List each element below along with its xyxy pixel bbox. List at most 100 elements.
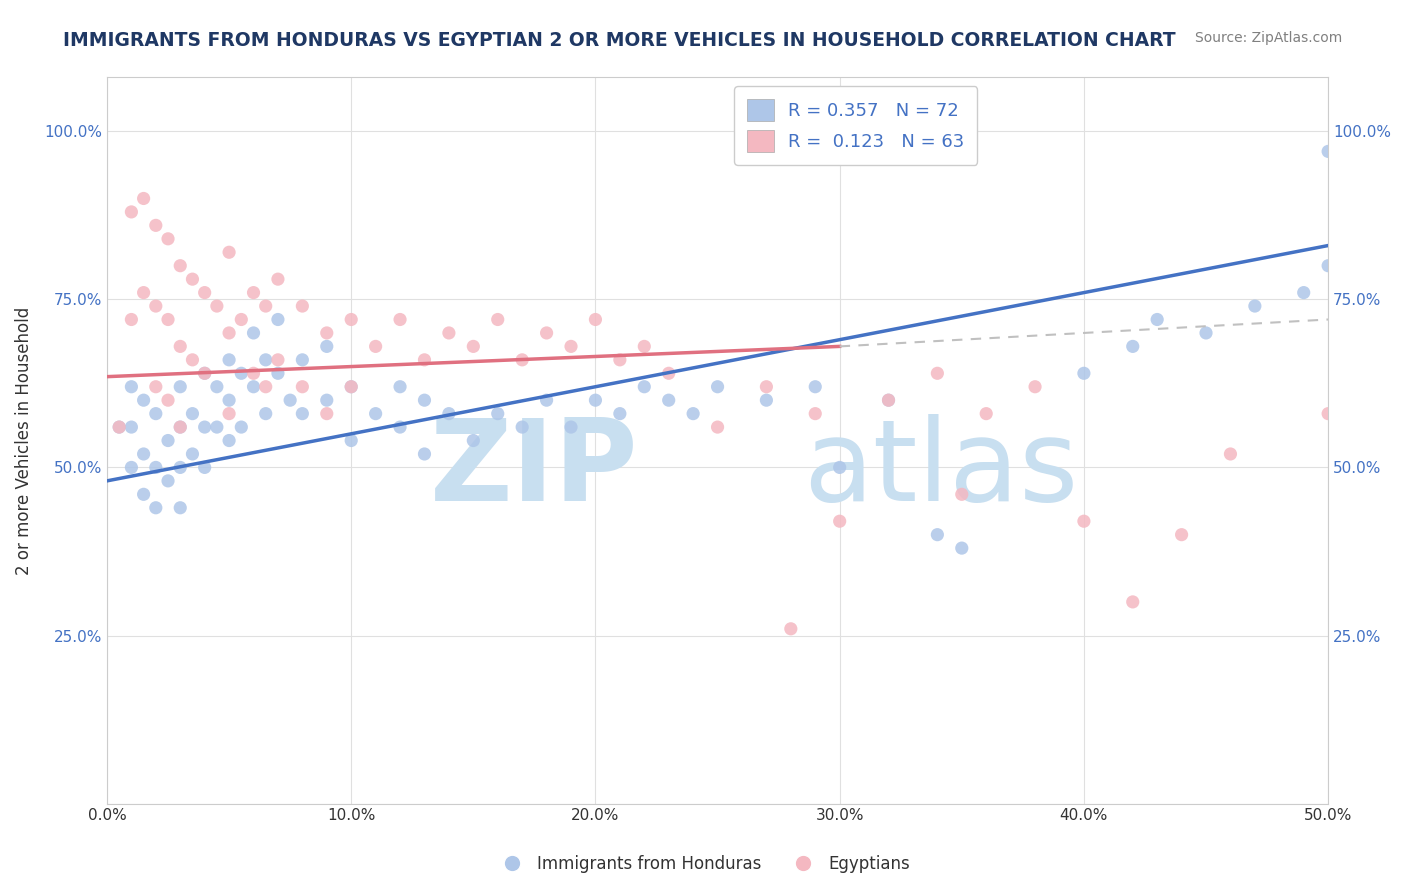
- Point: [828, 460, 851, 475]
- Point: [609, 407, 631, 421]
- Point: [755, 393, 778, 408]
- Point: [633, 339, 655, 353]
- Point: [169, 420, 191, 434]
- Point: [194, 366, 217, 380]
- Point: [231, 312, 253, 326]
- Point: [157, 474, 180, 488]
- Point: [1024, 380, 1046, 394]
- Point: [927, 527, 949, 541]
- Point: [267, 352, 290, 367]
- Point: [340, 380, 363, 394]
- Point: [413, 352, 436, 367]
- Point: [1317, 259, 1340, 273]
- Point: [1122, 339, 1144, 353]
- Point: [242, 366, 264, 380]
- Point: [132, 447, 155, 461]
- Point: [877, 393, 900, 408]
- Point: [169, 420, 191, 434]
- Point: [1073, 514, 1095, 528]
- Point: [755, 380, 778, 394]
- Point: [132, 191, 155, 205]
- Point: [950, 487, 973, 501]
- Point: [291, 299, 314, 313]
- Point: [218, 245, 240, 260]
- Point: [120, 420, 142, 434]
- Text: Source: ZipAtlas.com: Source: ZipAtlas.com: [1195, 31, 1343, 45]
- Point: [157, 393, 180, 408]
- Point: [278, 393, 301, 408]
- Point: [181, 352, 204, 367]
- Point: [267, 312, 290, 326]
- Point: [583, 393, 606, 408]
- Y-axis label: 2 or more Vehicles in Household: 2 or more Vehicles in Household: [15, 307, 32, 574]
- Point: [609, 352, 631, 367]
- Point: [1244, 299, 1267, 313]
- Point: [658, 393, 681, 408]
- Point: [1073, 366, 1095, 380]
- Point: [242, 326, 264, 340]
- Point: [194, 420, 217, 434]
- Point: [169, 380, 191, 394]
- Point: [267, 366, 290, 380]
- Point: [194, 366, 217, 380]
- Point: [389, 380, 412, 394]
- Point: [254, 352, 277, 367]
- Text: IMMIGRANTS FROM HONDURAS VS EGYPTIAN 2 OR MORE VEHICLES IN HOUSEHOLD CORRELATION: IMMIGRANTS FROM HONDURAS VS EGYPTIAN 2 O…: [63, 31, 1175, 50]
- Point: [536, 326, 558, 340]
- Point: [463, 434, 485, 448]
- Point: [145, 407, 167, 421]
- Point: [315, 407, 337, 421]
- Point: [157, 434, 180, 448]
- Point: [950, 541, 973, 555]
- Point: [145, 219, 167, 233]
- Point: [218, 434, 240, 448]
- Point: [254, 299, 277, 313]
- Point: [486, 407, 509, 421]
- Point: [132, 393, 155, 408]
- Point: [120, 380, 142, 394]
- Point: [1292, 285, 1315, 300]
- Point: [315, 393, 337, 408]
- Point: [242, 285, 264, 300]
- Point: [828, 514, 851, 528]
- Point: [1317, 145, 1340, 159]
- Point: [169, 259, 191, 273]
- Point: [413, 393, 436, 408]
- Point: [231, 366, 253, 380]
- Point: [267, 272, 290, 286]
- Point: [205, 299, 228, 313]
- Point: [145, 460, 167, 475]
- Point: [583, 312, 606, 326]
- Point: [169, 500, 191, 515]
- Point: [181, 407, 204, 421]
- Point: [132, 487, 155, 501]
- Point: [340, 312, 363, 326]
- Point: [340, 434, 363, 448]
- Point: [218, 352, 240, 367]
- Point: [804, 407, 827, 421]
- Point: [437, 407, 460, 421]
- Point: [779, 622, 801, 636]
- Point: [927, 366, 949, 380]
- Point: [682, 407, 704, 421]
- Point: [108, 420, 131, 434]
- Point: [877, 393, 900, 408]
- Text: ZIP: ZIP: [430, 414, 638, 525]
- Point: [291, 352, 314, 367]
- Point: [315, 326, 337, 340]
- Point: [1195, 326, 1218, 340]
- Point: [254, 380, 277, 394]
- Point: [145, 500, 167, 515]
- Point: [132, 285, 155, 300]
- Point: [510, 352, 533, 367]
- Point: [218, 393, 240, 408]
- Point: [1317, 407, 1340, 421]
- Point: [804, 380, 827, 394]
- Point: [194, 285, 217, 300]
- Point: [231, 420, 253, 434]
- Point: [1122, 595, 1144, 609]
- Point: [364, 407, 387, 421]
- Point: [120, 312, 142, 326]
- Legend: R = 0.357   N = 72, R =  0.123   N = 63: R = 0.357 N = 72, R = 0.123 N = 63: [734, 87, 977, 165]
- Point: [536, 393, 558, 408]
